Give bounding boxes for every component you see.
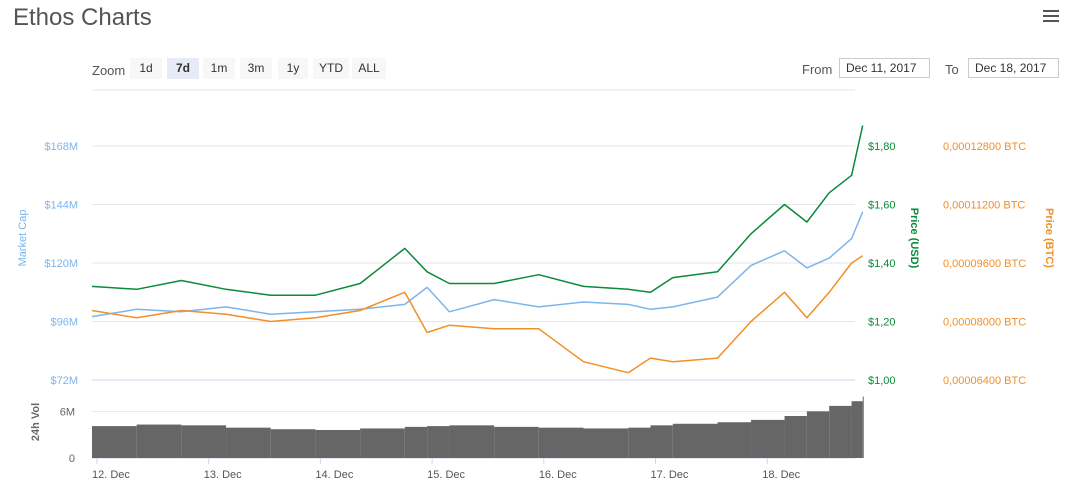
volume-bar <box>538 427 584 458</box>
market-cap-series-line <box>91 211 864 318</box>
price-btc-tick-label: 0,00009600 BTC <box>943 258 1026 270</box>
volume-bar <box>494 426 539 458</box>
price-btc-series-line <box>91 255 864 374</box>
volume-bar <box>360 428 405 458</box>
from-label: From <box>802 62 833 77</box>
market-cap-axis-title: Market Cap <box>17 210 29 267</box>
volume-bar <box>270 429 316 458</box>
zoom-label: Zoom <box>92 63 126 78</box>
volume-bar <box>784 416 807 458</box>
volume-bar <box>851 401 863 458</box>
page-title: Ethos Charts <box>13 4 152 31</box>
zoom-1d-button[interactable]: 1d <box>130 58 162 79</box>
volume-bar <box>829 405 852 458</box>
from-date-input[interactable] <box>839 58 930 78</box>
volume-bar <box>404 426 428 458</box>
zoom-all-button[interactable]: ALL <box>352 58 386 79</box>
volume-axis-title: 24h Vol <box>30 403 42 441</box>
zoom-ytd-button[interactable]: YTD <box>313 58 349 79</box>
price-usd-series-line <box>91 125 864 296</box>
hamburger-menu-icon[interactable] <box>1043 10 1059 24</box>
volume-bar <box>751 419 785 458</box>
price-usd-axis-title: Price (USD) <box>908 208 920 269</box>
price-usd-tick-label: $1,40 <box>868 258 896 270</box>
volume-bar <box>862 396 864 458</box>
market-cap-tick-label: $72M <box>50 375 78 387</box>
volume-bar <box>449 425 495 458</box>
volume-bar <box>628 427 651 458</box>
x-tick-label: 18. Dec <box>762 469 800 481</box>
zoom-1m-button[interactable]: 1m <box>203 58 235 79</box>
market-cap-tick-label: $168M <box>44 141 78 153</box>
volume-bar <box>583 428 629 458</box>
price-btc-axis-title: Price (BTC) <box>1043 208 1055 268</box>
volume-bar <box>717 422 752 458</box>
zoom-1y-button[interactable]: 1y <box>278 58 308 79</box>
volume-tick-label: 0 <box>69 453 75 465</box>
volume-bar <box>181 425 227 458</box>
market-cap-tick-label: $144M <box>44 200 78 212</box>
zoom-7d-button[interactable]: 7d <box>167 58 199 79</box>
volume-bar <box>136 424 182 458</box>
volume-tick-label: 6M <box>60 406 75 418</box>
x-tick-label: 16. Dec <box>539 469 577 481</box>
x-tick-label: 13. Dec <box>204 469 242 481</box>
price-btc-tick-label: 0,00008000 BTC <box>943 317 1026 329</box>
volume-bar <box>226 427 271 458</box>
volume-bar <box>427 426 450 458</box>
market-cap-tick-label: $120M <box>44 258 78 270</box>
volume-bar <box>672 423 718 458</box>
price-usd-tick-label: $1,80 <box>868 141 896 153</box>
volume-bar <box>650 425 673 458</box>
volume-bar <box>92 426 137 458</box>
x-tick-label: 14. Dec <box>315 469 353 481</box>
price-usd-tick-label: $1,20 <box>868 317 896 329</box>
price-btc-tick-label: 0,00006400 BTC <box>943 375 1026 387</box>
x-tick-label: 15. Dec <box>427 469 465 481</box>
price-usd-tick-label: $1,60 <box>868 200 896 212</box>
volume-bar <box>806 411 830 458</box>
price-btc-tick-label: 0,00011200 BTC <box>943 200 1025 212</box>
to-date-input[interactable] <box>968 58 1059 78</box>
price-usd-tick-label: $1,00 <box>868 375 896 387</box>
volume-bar <box>315 430 361 458</box>
price-btc-tick-label: 0,00012800 BTC <box>943 141 1026 153</box>
x-tick-label: 12. Dec <box>92 469 130 481</box>
zoom-3m-button[interactable]: 3m <box>240 58 272 79</box>
market-cap-tick-label: $96M <box>50 317 78 329</box>
to-label: To <box>945 62 959 77</box>
x-tick-label: 17. Dec <box>651 469 689 481</box>
